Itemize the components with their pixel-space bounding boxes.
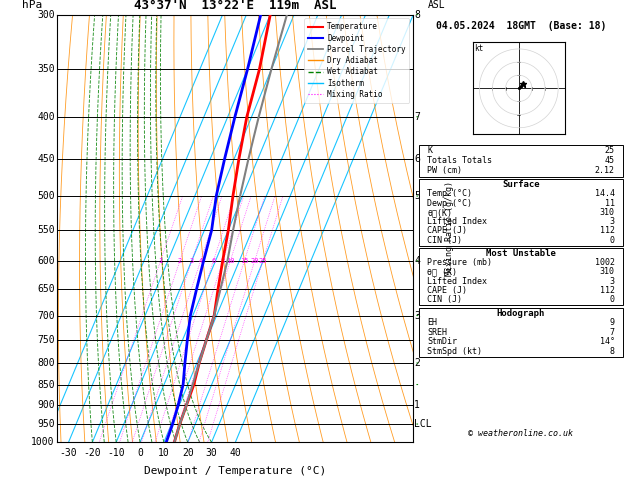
Text: Totals Totals: Totals Totals — [427, 156, 492, 165]
Text: K: K — [427, 145, 432, 155]
Text: 750: 750 — [37, 335, 55, 345]
Text: 45: 45 — [604, 156, 615, 165]
Text: 1: 1 — [159, 258, 163, 264]
Text: 0: 0 — [610, 295, 615, 304]
Text: 1000: 1000 — [31, 437, 55, 447]
Text: 20: 20 — [250, 258, 259, 264]
Text: 112: 112 — [599, 286, 615, 295]
Text: 7: 7 — [414, 112, 420, 122]
Text: 3: 3 — [610, 277, 615, 286]
Text: 1002: 1002 — [594, 258, 615, 267]
Text: Lifted Index: Lifted Index — [427, 217, 487, 226]
Text: 30: 30 — [206, 448, 218, 458]
Text: EH: EH — [427, 318, 437, 327]
Text: 800: 800 — [37, 358, 55, 368]
Text: 6: 6 — [211, 258, 216, 264]
Text: PW (cm): PW (cm) — [427, 166, 462, 174]
Text: 850: 850 — [37, 380, 55, 390]
Text: 350: 350 — [37, 64, 55, 74]
Text: 11: 11 — [604, 199, 615, 208]
Text: 3: 3 — [190, 258, 194, 264]
Text: CIN (J): CIN (J) — [427, 295, 462, 304]
Text: θᴇ (K): θᴇ (K) — [427, 267, 457, 277]
Text: Mixing Ratio (g/kg): Mixing Ratio (g/kg) — [445, 181, 454, 276]
Text: 25: 25 — [604, 145, 615, 155]
Text: 1: 1 — [414, 400, 420, 410]
Text: Temp (°C): Temp (°C) — [427, 190, 472, 198]
Bar — [419, 145, 623, 177]
Text: 500: 500 — [37, 191, 55, 201]
Text: Lifted Index: Lifted Index — [427, 277, 487, 286]
Text: 14.4: 14.4 — [594, 190, 615, 198]
Bar — [419, 179, 623, 245]
Text: © weatheronline.co.uk: © weatheronline.co.uk — [469, 429, 573, 438]
Text: -20: -20 — [84, 448, 101, 458]
Text: 3: 3 — [610, 217, 615, 226]
Text: 4: 4 — [199, 258, 203, 264]
Text: 14°: 14° — [599, 337, 615, 346]
Text: 8: 8 — [610, 347, 615, 356]
Text: StmDir: StmDir — [427, 337, 457, 346]
Text: Most Unstable: Most Unstable — [486, 249, 556, 258]
Bar — [419, 308, 623, 357]
Text: StmSpd (kt): StmSpd (kt) — [427, 347, 482, 356]
Text: 650: 650 — [37, 284, 55, 294]
Bar — [419, 248, 623, 305]
Text: 400: 400 — [37, 112, 55, 122]
Text: -30: -30 — [60, 448, 77, 458]
Text: 310: 310 — [599, 267, 615, 277]
Text: Pressure (mb): Pressure (mb) — [427, 258, 492, 267]
Text: km
ASL: km ASL — [428, 0, 445, 10]
Text: Surface: Surface — [502, 180, 540, 189]
Title: 43°37'N  13°22'E  119m  ASL: 43°37'N 13°22'E 119m ASL — [134, 0, 336, 12]
Text: 10: 10 — [158, 448, 170, 458]
Text: 40: 40 — [230, 448, 242, 458]
Text: 10: 10 — [226, 258, 235, 264]
Text: 9: 9 — [610, 318, 615, 327]
Text: 0: 0 — [610, 236, 615, 244]
Text: 04.05.2024  18GMT  (Base: 18): 04.05.2024 18GMT (Base: 18) — [436, 21, 606, 31]
Text: -10: -10 — [108, 448, 125, 458]
Text: 450: 450 — [37, 154, 55, 164]
Text: 6: 6 — [414, 154, 420, 164]
Text: LCL: LCL — [414, 419, 431, 429]
Text: Dewpoint / Temperature (°C): Dewpoint / Temperature (°C) — [144, 466, 326, 476]
Text: 550: 550 — [37, 225, 55, 235]
Text: 2: 2 — [414, 358, 420, 368]
Text: hPa: hPa — [21, 0, 42, 10]
Text: 8: 8 — [414, 10, 420, 19]
Text: θᴇ(K): θᴇ(K) — [427, 208, 452, 217]
Text: 310: 310 — [599, 208, 615, 217]
Text: 8: 8 — [221, 258, 225, 264]
Text: 25: 25 — [259, 258, 267, 264]
Text: 4: 4 — [414, 256, 420, 266]
Legend: Temperature, Dewpoint, Parcel Trajectory, Dry Adiabat, Wet Adiabat, Isotherm, Mi: Temperature, Dewpoint, Parcel Trajectory… — [304, 18, 409, 103]
Text: 700: 700 — [37, 311, 55, 321]
Text: 950: 950 — [37, 419, 55, 429]
Text: CAPE (J): CAPE (J) — [427, 286, 467, 295]
Text: 20: 20 — [182, 448, 194, 458]
Text: SREH: SREH — [427, 328, 447, 337]
Text: CIN (J): CIN (J) — [427, 236, 462, 244]
Text: 7: 7 — [610, 328, 615, 337]
Text: CAPE (J): CAPE (J) — [427, 226, 467, 235]
Text: 15: 15 — [240, 258, 248, 264]
Text: Dewp (°C): Dewp (°C) — [427, 199, 472, 208]
Text: 900: 900 — [37, 400, 55, 410]
Text: Hodograph: Hodograph — [497, 309, 545, 318]
Text: kt: kt — [474, 44, 483, 52]
Text: 600: 600 — [37, 256, 55, 266]
Text: 2: 2 — [178, 258, 182, 264]
Text: 2.12: 2.12 — [594, 166, 615, 174]
Text: 3: 3 — [414, 311, 420, 321]
Text: 112: 112 — [599, 226, 615, 235]
Text: 0: 0 — [137, 448, 143, 458]
Text: 300: 300 — [37, 10, 55, 19]
Text: 5: 5 — [414, 191, 420, 201]
